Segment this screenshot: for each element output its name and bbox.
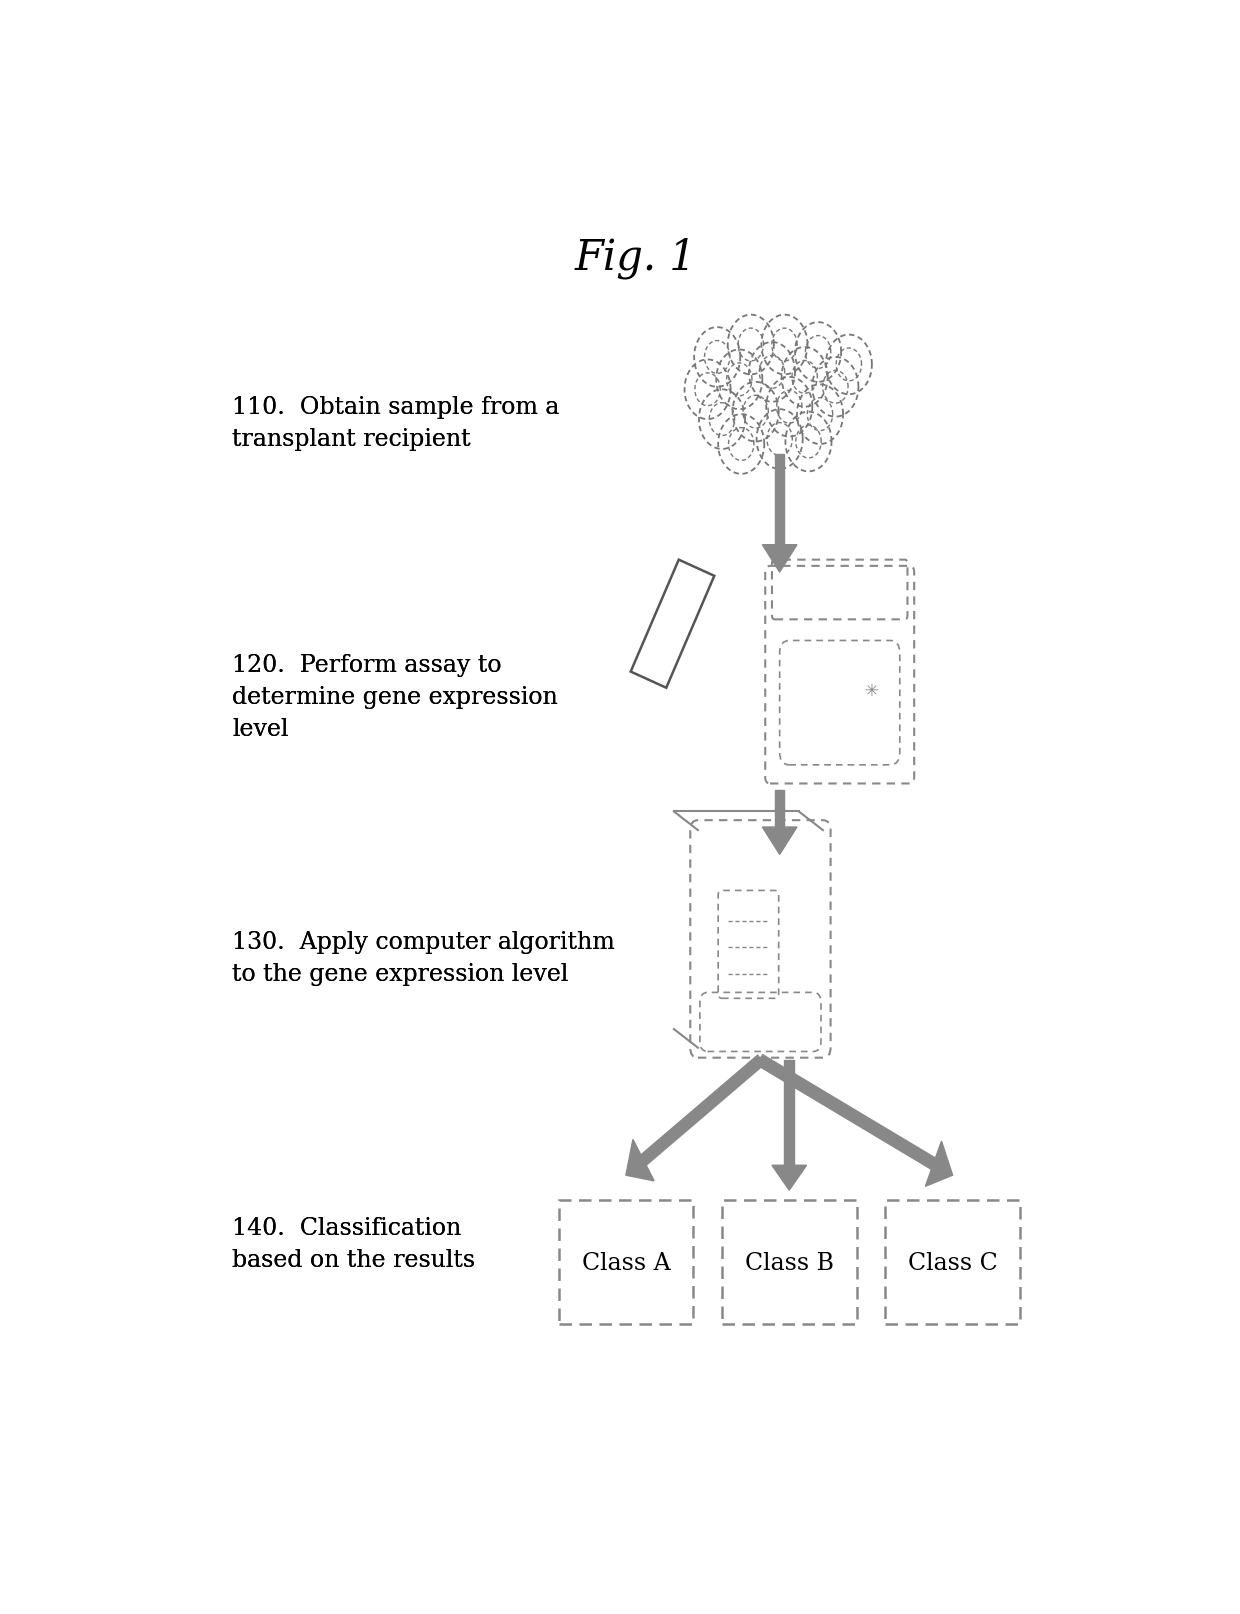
- Polygon shape: [925, 1141, 952, 1186]
- Text: 120.  Perform assay to
determine gene expression
level: 120. Perform assay to determine gene exp…: [232, 654, 558, 741]
- Polygon shape: [785, 1060, 794, 1165]
- Polygon shape: [763, 828, 797, 855]
- Text: Fig. 1: Fig. 1: [574, 237, 697, 279]
- Text: 120.  Perform assay to
determine gene expression
level: 120. Perform assay to determine gene exp…: [232, 654, 558, 741]
- Polygon shape: [763, 546, 797, 573]
- Text: 140.  Classification
based on the results: 140. Classification based on the results: [232, 1217, 475, 1272]
- Polygon shape: [626, 1139, 655, 1181]
- Text: Class C: Class C: [908, 1251, 997, 1273]
- Text: 110.  Obtain sample from a
transplant recipient: 110. Obtain sample from a transplant rec…: [232, 395, 559, 450]
- Text: Class B: Class B: [745, 1251, 833, 1273]
- Text: Class A: Class A: [582, 1251, 670, 1273]
- Polygon shape: [759, 1056, 935, 1170]
- Text: 140.  Classification
based on the results: 140. Classification based on the results: [232, 1217, 475, 1272]
- Polygon shape: [641, 1056, 763, 1165]
- Text: 130.  Apply computer algorithm
to the gene expression level: 130. Apply computer algorithm to the gen…: [232, 931, 615, 986]
- Polygon shape: [773, 1165, 806, 1191]
- Text: 130.  Apply computer algorithm
to the gene expression level: 130. Apply computer algorithm to the gen…: [232, 931, 615, 986]
- Polygon shape: [775, 791, 785, 828]
- Text: ✳: ✳: [864, 681, 878, 700]
- Polygon shape: [775, 455, 785, 546]
- Text: 110.  Obtain sample from a
transplant recipient: 110. Obtain sample from a transplant rec…: [232, 395, 559, 450]
